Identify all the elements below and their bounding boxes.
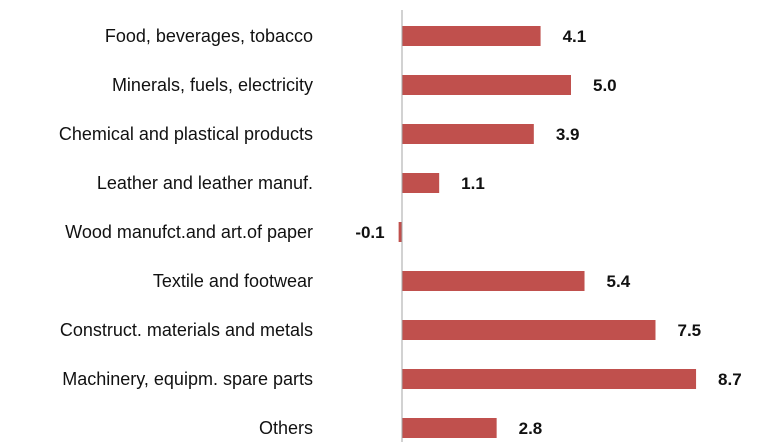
data-label: 8.7 — [718, 370, 742, 389]
category-labels: Food, beverages, tobacco Minerals, fuels,… — [59, 26, 313, 438]
data-label: 7.5 — [678, 321, 702, 340]
value-labels: 4.1 5.0 3.9 1.1 -0.1 5.4 7.5 8.7 2.8 — [355, 27, 741, 438]
bars-layer — [398, 26, 697, 438]
bar — [402, 418, 497, 438]
category-label: Wood manufct.and art.of paper — [65, 222, 313, 242]
bar — [402, 75, 571, 95]
bar — [402, 320, 656, 340]
category-label: Leather and leather manuf. — [97, 173, 313, 193]
data-label: 4.1 — [563, 27, 587, 46]
category-label: Minerals, fuels, electricity — [112, 75, 313, 95]
category-label: Textile and footwear — [153, 271, 313, 291]
bar — [398, 222, 402, 242]
category-label: Chemical and plastical products — [59, 124, 313, 144]
data-label: -0.1 — [355, 223, 384, 242]
data-label: 5.4 — [607, 272, 631, 291]
data-label: 2.8 — [519, 419, 543, 438]
bar — [402, 271, 585, 291]
category-label: Construct. materials and metals — [60, 320, 313, 340]
category-label: Machinery, equipm. spare parts — [62, 369, 313, 389]
category-label: Food, beverages, tobacco — [105, 26, 313, 46]
category-label: Others — [259, 418, 313, 438]
data-label: 1.1 — [461, 174, 485, 193]
bar — [402, 173, 440, 193]
data-label: 3.9 — [556, 125, 580, 144]
bar — [402, 369, 697, 389]
bar — [402, 26, 541, 46]
data-label: 5.0 — [593, 76, 617, 95]
bar — [402, 124, 534, 144]
